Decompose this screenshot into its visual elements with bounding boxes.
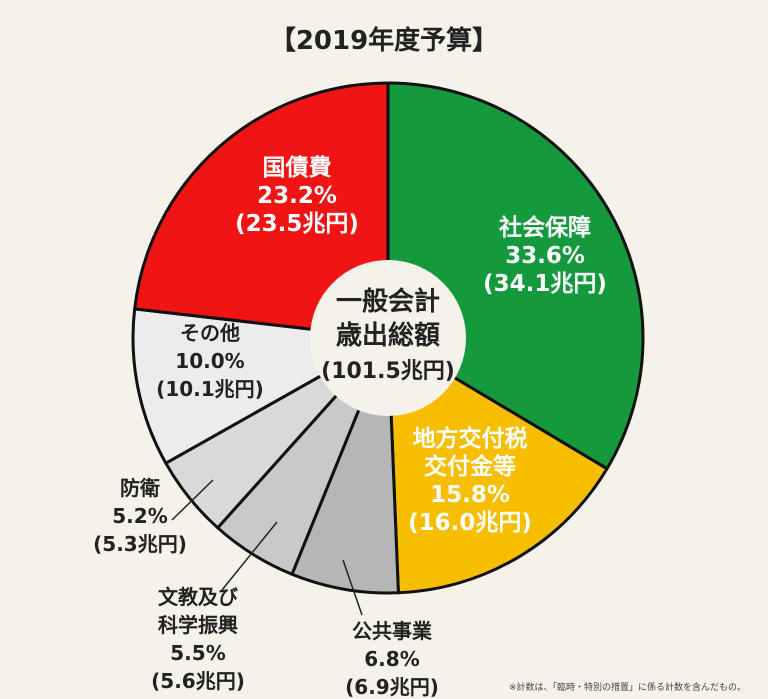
slice-label-line: 交付金等 — [424, 453, 516, 480]
slice-label-line: 公共事業 — [352, 619, 433, 643]
slice-label-line: 5.5% — [170, 641, 225, 665]
slice-label-line: 地方交付税 — [413, 425, 528, 452]
slice-label-line: (34.1兆円) — [483, 271, 607, 297]
center-label-line: 一般会計 — [336, 286, 440, 317]
slice-label-公共事業: 公共事業 6.8% (6.9兆円) — [345, 619, 439, 699]
slice-label-line: (5.3兆円) — [93, 532, 187, 556]
leader-line-防衛 — [171, 479, 214, 521]
center-label-line: (101.5兆円) — [321, 359, 455, 384]
center-label-line: 歳出総額 — [336, 320, 440, 351]
center-label: 一般会計歳出総額 (101.5兆円) — [321, 286, 455, 384]
chart-title: 【2019年度予算】 — [269, 26, 499, 56]
pie-slice-国債費 — [133, 81, 390, 340]
slice-label-line: 5.2% — [112, 504, 167, 528]
slice-label-防衛: 防衛 5.2% (5.3兆円) — [93, 476, 187, 556]
slice-label-line: (16.0兆円) — [408, 510, 532, 536]
slice-label-line: 10.0% — [175, 349, 244, 373]
slice-label-line: その他 — [180, 321, 240, 345]
slice-label-line: 国債費 — [263, 155, 332, 181]
center-hole — [310, 260, 466, 416]
slice-label-line: 15.8% — [430, 482, 510, 508]
slice-label-line: 文教及び — [158, 585, 239, 609]
slice-label-line: 23.2% — [257, 183, 337, 209]
slice-label-line: (5.6兆円) — [151, 669, 245, 693]
slice-label-社会保障: 社会保障 33.6% (34.1兆円) — [483, 214, 607, 297]
pie-slice-地方交付税交付金等 — [386, 336, 609, 595]
slice-label-line: 33.6% — [505, 243, 585, 269]
footnote: ※計数は、「臨時・特別の措置」に係る計数を含んだもの。 — [508, 683, 746, 693]
slice-label-line: (23.5兆円) — [235, 211, 359, 237]
slice-label-line: (10.1兆円) — [156, 377, 264, 401]
leader-line-文教及び科学振興 — [221, 521, 278, 591]
slice-label-line: 科学振興 — [158, 613, 238, 637]
slice-label-line: (6.9兆円) — [345, 675, 439, 699]
slice-label-line: 社会保障 — [499, 214, 591, 241]
slice-label-地方交付税交付金等: 地方交付税交付金等 15.8% (16.0兆円) — [408, 425, 532, 536]
slice-label-国債費: 国債費 23.2% (23.5兆円) — [235, 155, 359, 237]
leader-line-公共事業 — [342, 559, 363, 616]
slice-label-その他: その他 10.0% (10.1兆円) — [156, 321, 264, 401]
slice-label-文教及び科学振興: 文教及び科学振興 5.5% (5.6兆円) — [151, 585, 245, 693]
slice-label-line: 防衛 — [120, 476, 160, 500]
slice-label-line: 6.8% — [364, 647, 419, 671]
